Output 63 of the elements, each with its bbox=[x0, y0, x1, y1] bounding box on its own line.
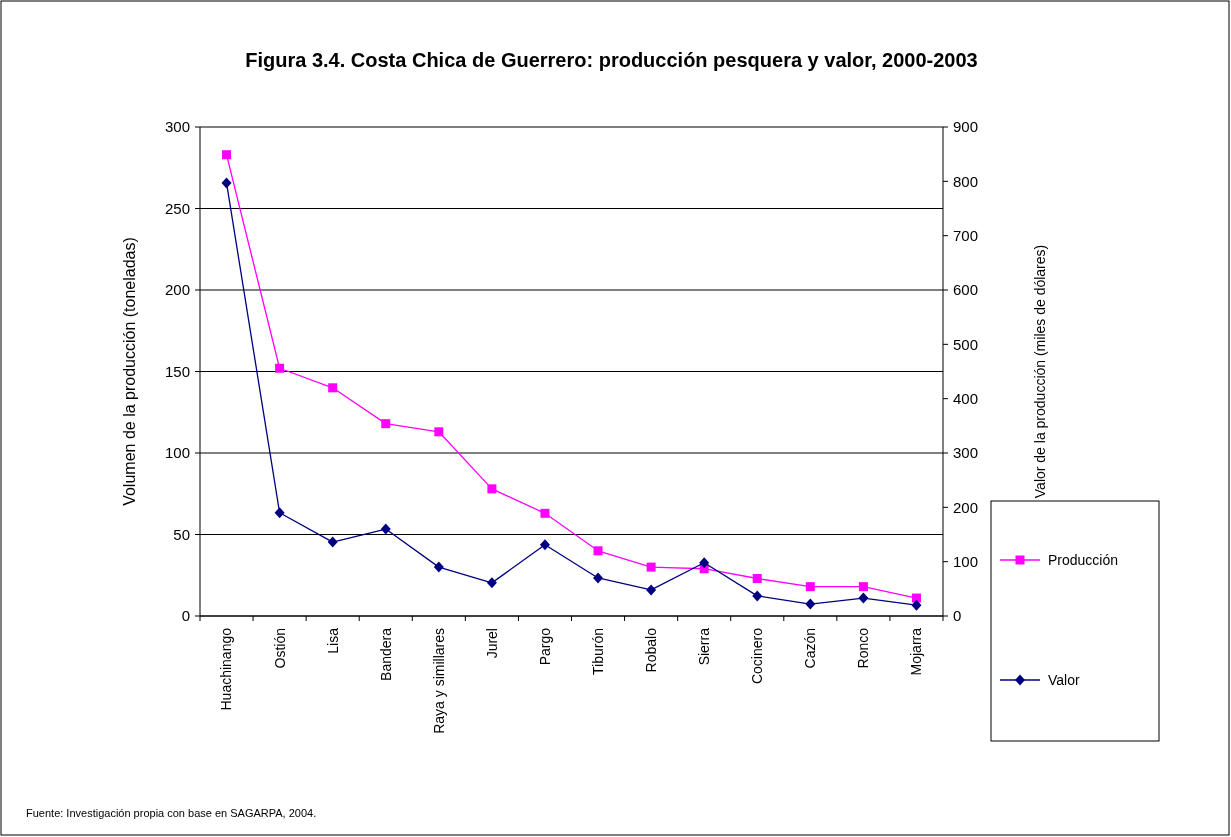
y-tick-label: 200 bbox=[164, 281, 190, 299]
point bbox=[646, 562, 656, 572]
y-tick-label: 100 bbox=[164, 444, 190, 462]
y2-tick-label: 200 bbox=[953, 498, 979, 516]
x-tick-label: Jurel bbox=[483, 628, 500, 659]
point bbox=[539, 539, 550, 551]
point bbox=[805, 598, 816, 610]
source-note: Fuente: Investigación propia con base en SAGARPA, 2004. bbox=[26, 807, 317, 819]
x-tick-label: Raya y simillares bbox=[430, 628, 447, 734]
y2-tick-label: 400 bbox=[953, 389, 979, 407]
point bbox=[487, 484, 497, 494]
y-tick-label: 300 bbox=[164, 118, 190, 136]
x-tick-label: Tiburón bbox=[589, 628, 606, 675]
point bbox=[433, 561, 444, 573]
legend-label: Producción bbox=[1048, 551, 1119, 568]
point bbox=[486, 577, 497, 589]
x-tick-label: Cazón bbox=[802, 628, 819, 669]
y2-axis-title: Valor de la producción (miles de dólares) bbox=[1032, 244, 1048, 499]
point bbox=[275, 363, 285, 373]
point bbox=[222, 150, 232, 160]
chart-title: Figura 3.4. Costa Chica de Guerrero: producción pesquera y valor, 2000-2003 bbox=[245, 49, 978, 71]
point bbox=[699, 557, 710, 569]
point bbox=[858, 582, 868, 592]
y-tick-label: 150 bbox=[164, 362, 190, 380]
x-tick-label: Pargo bbox=[536, 627, 553, 666]
point bbox=[752, 590, 763, 602]
y-tick-label: 250 bbox=[164, 199, 190, 217]
point bbox=[911, 599, 922, 611]
y-tick-label: 0 bbox=[181, 607, 190, 625]
y-tick-label: 50 bbox=[173, 525, 190, 543]
point bbox=[381, 419, 391, 429]
point bbox=[805, 582, 815, 592]
x-tick-label: Huachinango bbox=[218, 627, 235, 711]
x-tick-label: Ronco bbox=[855, 627, 872, 669]
point bbox=[593, 546, 603, 556]
point bbox=[434, 427, 444, 437]
point bbox=[858, 592, 869, 604]
y2-tick-label: 600 bbox=[953, 281, 979, 299]
x-tick-label: Cocinero bbox=[749, 627, 766, 685]
point bbox=[646, 584, 657, 596]
point bbox=[221, 177, 232, 189]
y2-tick-label: 800 bbox=[953, 172, 979, 190]
point bbox=[327, 536, 338, 548]
x-tick-label: Bandera bbox=[377, 627, 394, 681]
point bbox=[274, 507, 285, 519]
x-tick-label: Robalo bbox=[643, 627, 660, 673]
point bbox=[593, 572, 604, 584]
x-tick-label: Sierra bbox=[696, 627, 713, 666]
x-tick-label: Lisa bbox=[324, 627, 341, 654]
point bbox=[540, 508, 550, 518]
y2-tick-label: 100 bbox=[953, 552, 979, 570]
point bbox=[752, 574, 762, 584]
y2-tick-label: 300 bbox=[953, 444, 979, 462]
y2-tick-label: 700 bbox=[953, 226, 979, 244]
legend-label: Valor bbox=[1048, 671, 1080, 688]
x-tick-label: Mojarra bbox=[908, 627, 925, 676]
y2-tick-label: 500 bbox=[953, 335, 979, 353]
x-tick-label: Ostión bbox=[271, 628, 288, 669]
y2-tick-label: 0 bbox=[953, 607, 962, 625]
point bbox=[328, 383, 338, 393]
point bbox=[380, 523, 391, 535]
y2-tick-label: 900 bbox=[953, 118, 979, 136]
y-axis-title: Volumen de la producción (toneladas) bbox=[121, 237, 138, 506]
